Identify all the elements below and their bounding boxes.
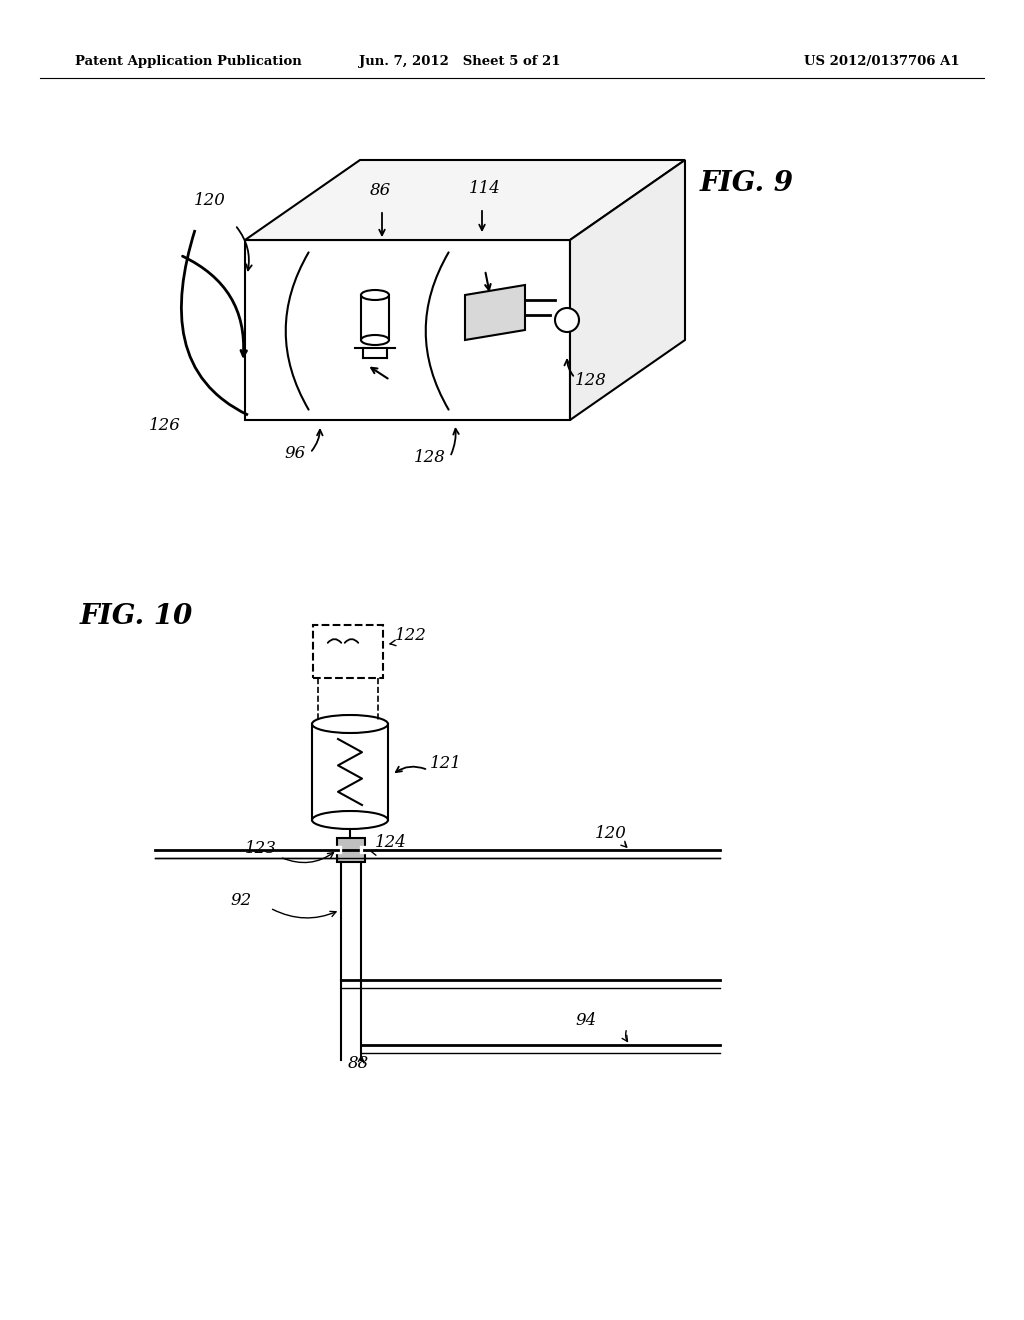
Text: 128: 128 <box>414 449 445 466</box>
Polygon shape <box>465 285 525 341</box>
Polygon shape <box>361 294 389 341</box>
Text: 128: 128 <box>575 372 607 389</box>
Text: 94: 94 <box>575 1012 596 1030</box>
Polygon shape <box>312 723 388 820</box>
Polygon shape <box>570 160 685 420</box>
Text: Jun. 7, 2012   Sheet 5 of 21: Jun. 7, 2012 Sheet 5 of 21 <box>359 55 561 69</box>
Text: 122: 122 <box>395 627 427 644</box>
Text: 92: 92 <box>230 892 251 909</box>
Ellipse shape <box>361 290 389 300</box>
Text: 86: 86 <box>370 182 390 199</box>
Text: FIG. 9: FIG. 9 <box>700 170 794 197</box>
Circle shape <box>555 308 579 333</box>
Ellipse shape <box>361 335 389 345</box>
Text: 120: 120 <box>595 825 627 842</box>
Text: 124: 124 <box>375 834 407 851</box>
Text: 114: 114 <box>469 180 501 197</box>
Text: 126: 126 <box>150 417 181 434</box>
Text: US 2012/0137706 A1: US 2012/0137706 A1 <box>805 55 961 69</box>
Text: Patent Application Publication: Patent Application Publication <box>75 55 302 69</box>
Text: 88: 88 <box>347 1055 369 1072</box>
Text: 123: 123 <box>245 840 276 857</box>
Polygon shape <box>337 838 365 862</box>
Text: 96: 96 <box>285 445 305 462</box>
Ellipse shape <box>312 810 388 829</box>
Text: 121: 121 <box>430 755 462 772</box>
Ellipse shape <box>312 715 388 733</box>
Text: FIG. 10: FIG. 10 <box>80 603 194 630</box>
Polygon shape <box>245 160 685 240</box>
Text: 120: 120 <box>195 191 226 209</box>
